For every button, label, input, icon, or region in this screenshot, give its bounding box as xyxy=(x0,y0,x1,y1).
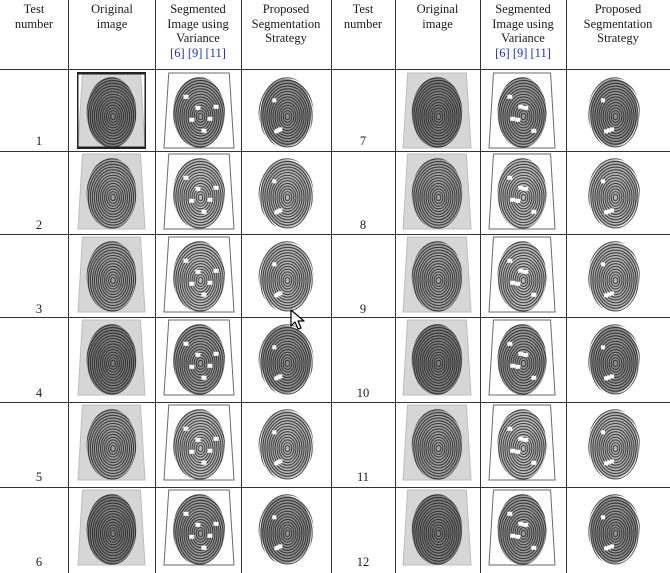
proposed-segmented-image xyxy=(248,153,324,230)
test-number: 7 xyxy=(359,134,367,148)
header-original-right: Original image xyxy=(395,2,480,31)
original-fingerprint-image xyxy=(77,319,146,396)
variance-segmented-image xyxy=(163,489,235,566)
ref-9[interactable]: [9] xyxy=(512,45,528,60)
ref-6[interactable]: [6] xyxy=(170,45,185,60)
header-text: Image using xyxy=(492,16,554,31)
variance-segmented-image xyxy=(488,404,556,481)
test-number: 5 xyxy=(35,470,43,484)
header-text: image xyxy=(422,16,453,31)
header-text: Segmentation xyxy=(583,16,653,31)
header-text: Test xyxy=(352,2,374,16)
column-divider xyxy=(155,0,156,573)
original-fingerprint-image xyxy=(402,236,472,313)
proposed-segmented-image xyxy=(248,489,324,566)
mouse-pointer-icon xyxy=(290,309,306,336)
proposed-segmented-image xyxy=(578,72,650,149)
test-number: 3 xyxy=(35,302,43,316)
original-fingerprint-image xyxy=(77,236,146,313)
variance-segmented-image xyxy=(163,236,235,313)
column-divider xyxy=(395,0,396,573)
column-divider xyxy=(331,0,332,573)
variance-segmented-image xyxy=(163,72,235,149)
header-text: number xyxy=(14,16,54,31)
proposed-segmented-image xyxy=(248,404,324,481)
test-number: 1 xyxy=(35,134,43,148)
variance-segmented-image xyxy=(488,489,556,566)
original-fingerprint-image xyxy=(75,71,148,150)
variance-segmented-image xyxy=(163,153,235,230)
header-test-number-left: Test number xyxy=(0,2,68,31)
original-fingerprint-image xyxy=(402,319,472,396)
original-fingerprint-image xyxy=(402,72,472,149)
header-text: number xyxy=(343,16,383,31)
header-original-left: Original image xyxy=(69,2,155,31)
header-text: Image using xyxy=(167,16,229,31)
ref-11[interactable]: [11] xyxy=(205,45,226,60)
header-text: Variance xyxy=(176,31,220,45)
ref-9[interactable]: [9] xyxy=(187,45,203,60)
header-proposed-right: Proposed Segmentation Strategy xyxy=(566,2,670,46)
test-number: 12 xyxy=(356,555,370,569)
proposed-segmented-image xyxy=(248,319,324,396)
variance-segmented-image xyxy=(488,319,556,396)
citation-refs: [6] [9] [11] xyxy=(155,46,241,61)
row-divider xyxy=(0,317,670,318)
header-segmented-right: Segmented Image using Variance [6] [9] [… xyxy=(480,2,566,60)
header-text: Segmented xyxy=(495,2,551,16)
variance-segmented-image xyxy=(488,236,556,313)
variance-segmented-image xyxy=(163,319,235,396)
proposed-segmented-image xyxy=(248,72,324,149)
test-number: 9 xyxy=(359,302,367,316)
proposed-segmented-image xyxy=(578,319,650,396)
test-number: 11 xyxy=(356,470,370,484)
ref-6[interactable]: [6] xyxy=(495,45,510,60)
original-fingerprint-image xyxy=(402,489,472,566)
header-text: Strategy xyxy=(265,31,307,45)
proposed-segmented-image xyxy=(578,236,650,313)
test-number: 2 xyxy=(35,218,43,232)
column-divider xyxy=(566,0,567,573)
row-divider xyxy=(0,69,670,70)
citation-refs: [6] [9] [11] xyxy=(480,46,566,61)
header-proposed-left: Proposed Segmentation Strategy xyxy=(241,2,331,46)
column-divider xyxy=(68,0,69,573)
test-number: 4 xyxy=(35,386,43,400)
original-fingerprint-image xyxy=(402,153,472,230)
variance-segmented-image xyxy=(488,153,556,230)
variance-segmented-image xyxy=(163,404,235,481)
proposed-segmented-image xyxy=(578,153,650,230)
row-divider xyxy=(0,151,670,152)
original-fingerprint-image xyxy=(77,404,146,481)
header-text: Original xyxy=(416,2,459,16)
header-text: Variance xyxy=(501,31,545,45)
row-divider xyxy=(0,487,670,488)
proposed-segmented-image xyxy=(248,236,324,313)
column-divider xyxy=(480,0,481,573)
ref-11[interactable]: [11] xyxy=(530,45,551,60)
original-fingerprint-image xyxy=(402,404,472,481)
header-text: image xyxy=(96,16,128,31)
header-text: Proposed xyxy=(262,2,310,16)
original-fingerprint-image xyxy=(77,489,146,566)
header-text: Segmentation xyxy=(251,16,321,31)
header-segmented-left: Segmented Image using Variance [6] [9] [… xyxy=(155,2,241,60)
header-text: Original xyxy=(91,2,133,16)
row-divider xyxy=(0,402,670,403)
header-text: Test xyxy=(23,2,45,16)
variance-segmented-image xyxy=(488,72,556,149)
test-number: 10 xyxy=(356,386,370,400)
test-number: 6 xyxy=(35,555,43,569)
row-divider xyxy=(0,234,670,235)
proposed-segmented-image xyxy=(578,489,650,566)
proposed-segmented-image xyxy=(578,404,650,481)
column-divider xyxy=(241,0,242,573)
original-fingerprint-image xyxy=(77,153,146,230)
test-number: 8 xyxy=(359,218,367,232)
header-text: Strategy xyxy=(597,31,639,45)
header-text: Segmented xyxy=(170,2,226,16)
header-text: Proposed xyxy=(594,2,642,16)
header-test-number-right: Test number xyxy=(331,2,395,31)
